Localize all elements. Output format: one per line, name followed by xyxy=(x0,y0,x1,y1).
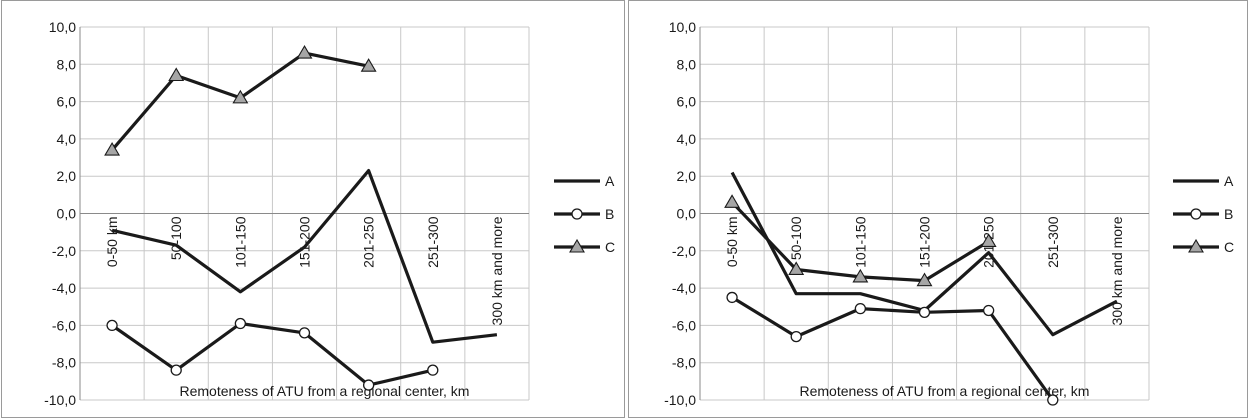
data-point-b xyxy=(854,302,867,315)
x-tick-label: 251-300 xyxy=(425,216,441,268)
data-point-c xyxy=(104,141,121,156)
data-point-c xyxy=(980,233,997,248)
x-tick-label: 251-300 xyxy=(1045,216,1061,268)
y-tick-label: 6,0 xyxy=(677,94,697,110)
x-tick-label: 50-100 xyxy=(168,216,184,260)
y-tick-label: 2,0 xyxy=(677,168,697,184)
x-tick-label: 0-50 km xyxy=(104,217,120,268)
legend-marker-b xyxy=(1190,208,1202,220)
data-point-b xyxy=(982,304,995,317)
y-tick-label: -4,0 xyxy=(52,280,76,296)
data-point-b xyxy=(1047,394,1059,406)
x-tick-label: 300 km and more xyxy=(489,216,505,325)
data-point-b xyxy=(918,306,931,318)
x-tick-label: 50-100 xyxy=(788,216,804,260)
y-tick-label: -4,0 xyxy=(672,280,696,296)
legend-marker-c xyxy=(569,238,585,253)
data-point-c xyxy=(788,261,805,276)
y-tick-label: -2,0 xyxy=(672,243,696,259)
data-point-c xyxy=(232,89,249,104)
x-axis-title: Remoteness of ATU from a regional center… xyxy=(180,383,470,399)
y-tick-label: 10,0 xyxy=(49,19,76,35)
y-tick-label: 0,0 xyxy=(57,206,77,222)
chart-panel-right: 10,0 8,0 6,0 4,0 2,0 0,0 -2,0 -4,0 -6,0 -8,0 -10,0… xyxy=(628,0,1248,418)
data-point-b xyxy=(234,317,247,330)
y-tick-label: -8,0 xyxy=(672,355,696,371)
y-tick-label: -6,0 xyxy=(672,317,696,333)
x-tick-label: 101-150 xyxy=(852,216,868,268)
data-point-b xyxy=(427,364,439,376)
data-point-c xyxy=(724,194,741,208)
y-tick-label: 4,0 xyxy=(57,131,77,147)
y-tick-label: -2,0 xyxy=(52,243,76,259)
y-tick-label: 8,0 xyxy=(57,56,77,72)
line-chart-right: 10,0 8,0 6,0 4,0 2,0 0,0 -2,0 -4,0 -6,0 -8,0 -10,0… xyxy=(664,19,1234,408)
x-tick-label: 300 km and more xyxy=(1109,216,1125,325)
x-tick-label: 201-250 xyxy=(361,216,377,268)
x-tick-label: 0-50 km xyxy=(724,217,740,268)
legend-label-a: A xyxy=(1224,173,1234,189)
y-tick-label: 2,0 xyxy=(57,168,77,184)
data-point-b xyxy=(298,327,311,339)
y-tick-label: -6,0 xyxy=(52,317,76,333)
legend-label-c: C xyxy=(1224,239,1234,255)
x-tick-label: 151-200 xyxy=(917,216,933,268)
data-point-b xyxy=(106,319,118,332)
chart-panel-left: 10,0 8,0 6,0 4,0 2,0 0,0 -2,0 -4,0 -6,0 -8,0 -10,0… xyxy=(1,0,625,418)
x-tick-label: 151-200 xyxy=(297,216,313,268)
legend-marker-b xyxy=(571,208,583,220)
legend-label-c: C xyxy=(605,239,615,255)
y-tick-label: -8,0 xyxy=(52,355,76,371)
data-point-c xyxy=(168,67,185,82)
y-tick-label: 8,0 xyxy=(677,56,697,72)
legend-label-b: B xyxy=(605,206,614,222)
series-line-b xyxy=(111,321,434,387)
data-point-b xyxy=(726,291,738,304)
series-line-b xyxy=(731,296,1055,401)
data-point-b xyxy=(170,364,182,376)
data-point-b xyxy=(362,379,375,391)
line-chart-left: 10,0 8,0 6,0 4,0 2,0 0,0 -2,0 -4,0 -6,0 -8,0 -10,0… xyxy=(44,19,615,408)
legend-label-a: A xyxy=(605,173,615,189)
data-point-c xyxy=(360,58,377,72)
series-line-a xyxy=(111,169,498,344)
legend-label-b: B xyxy=(1224,206,1233,222)
y-tick-label: -10,0 xyxy=(44,392,76,408)
y-tick-label: 0,0 xyxy=(677,206,697,222)
data-point-c xyxy=(916,272,933,287)
y-tick-label: 10,0 xyxy=(669,19,696,35)
y-tick-label: 4,0 xyxy=(677,131,697,147)
y-tick-label: -10,0 xyxy=(664,392,696,408)
data-point-c xyxy=(296,45,313,59)
data-point-c xyxy=(852,268,869,283)
x-axis-title: Remoteness of ATU from a regional center… xyxy=(800,383,1090,399)
data-point-b xyxy=(790,330,802,343)
x-tick-label: 101-150 xyxy=(232,216,248,268)
y-tick-label: 6,0 xyxy=(57,94,77,110)
legend-marker-c xyxy=(1188,238,1204,253)
